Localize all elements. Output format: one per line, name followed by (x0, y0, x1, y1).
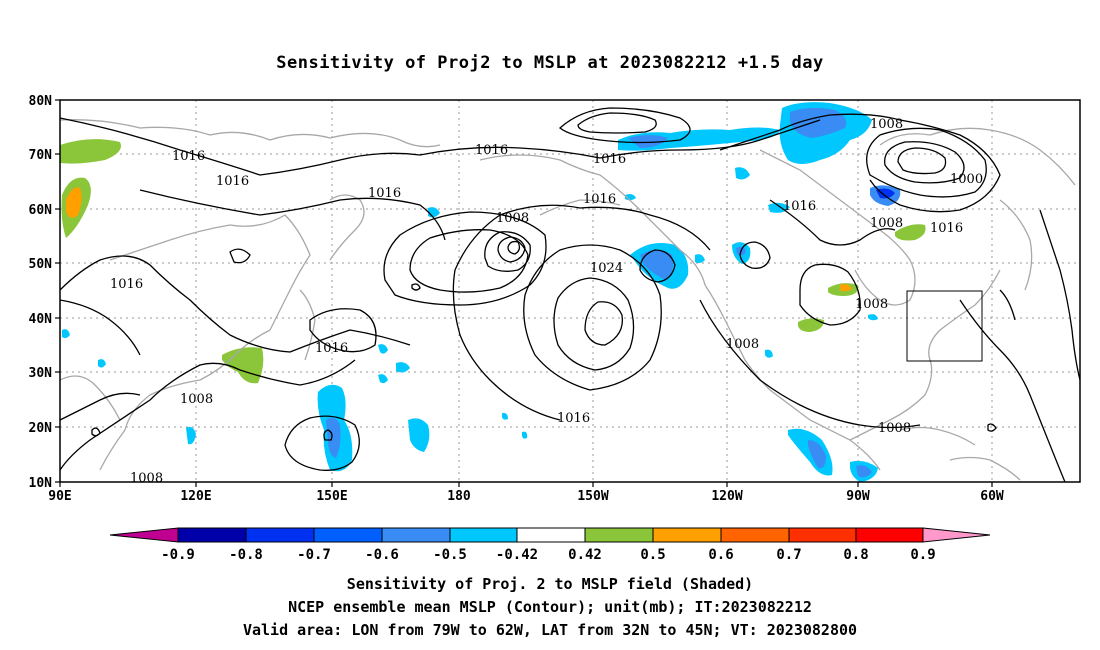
colorbar-label: -0.8 (229, 547, 263, 563)
lat-label: 50N (29, 257, 53, 272)
colorbar-segment (245, 527, 315, 543)
colorbar-segment (381, 527, 451, 543)
coastlines (59, 119, 1076, 481)
colorbar-left-triangle (109, 527, 179, 543)
colorbar-label: -0.9 (161, 547, 195, 563)
colorbar-label: -0.6 (365, 547, 399, 563)
contour-labels: 1016 1016 1016 1016 1016 1016 1016 1016 … (110, 117, 983, 486)
contour-label: 1016 (172, 149, 205, 164)
sensitivity-shading (60, 102, 926, 482)
valid-area-box (906, 290, 983, 362)
contour-label: 1008 (870, 117, 903, 132)
caption-line: NCEP ensemble mean MSLP (Contour); unit(… (288, 598, 812, 616)
contour-label: 1008 (130, 471, 163, 486)
contour-label: 1008 (870, 216, 903, 231)
contour-label: 1008 (180, 392, 213, 407)
colorbar-segment (177, 527, 247, 543)
lat-label: 80N (29, 94, 53, 109)
lon-label: 180 (447, 489, 471, 504)
contour-label: 1008 (855, 297, 888, 312)
lon-label: 120W (711, 489, 742, 504)
colorbar-label: -0.7 (297, 547, 331, 563)
contour-label: 1016 (583, 192, 616, 207)
contour-label: 1016 (557, 411, 590, 426)
colorbar-label: -0.5 (433, 547, 467, 563)
contour-label: 1008 (726, 337, 759, 352)
colorbar-label: 0.9 (910, 547, 935, 563)
colorbar-segment (652, 527, 722, 543)
caption-line: Valid area: LON from 79W to 62W, LAT fro… (243, 621, 857, 639)
contour-label: 1024 (590, 261, 623, 276)
longitude-labels: 90E 120E 150E 180 150W 120W 90W 60W (48, 489, 1004, 504)
caption-line: Sensitivity of Proj. 2 to MSLP field (Sh… (347, 575, 753, 593)
colorbar-segment (516, 527, 586, 543)
colorbar-segment (313, 527, 383, 543)
lat-label: 10N (29, 476, 53, 491)
lat-label: 70N (29, 148, 53, 163)
colorbar-label: -0.42 (496, 547, 538, 563)
contour-label: 1016 (475, 143, 508, 158)
graticule (60, 100, 1080, 482)
colorbar-label: 0.6 (708, 547, 733, 563)
colorbar-label: 0.5 (640, 547, 665, 563)
colorbar-segment (855, 527, 924, 543)
contour-label: 1016 (216, 174, 249, 189)
map-content: 1016 1016 1016 1016 1016 1016 1016 1016 … (59, 100, 1081, 486)
contour-label: 1016 (593, 152, 626, 167)
captions: Sensitivity of Proj. 2 to MSLP field (Sh… (243, 575, 857, 639)
colorbar: -0.9 -0.8 -0.7 -0.6 -0.5 -0.42 0.42 0.5 … (109, 527, 991, 563)
contour-label: 1016 (368, 186, 401, 201)
contour-label: 1016 (110, 277, 143, 292)
lon-label: 150W (577, 489, 608, 504)
contour-label: 1016 (315, 341, 348, 356)
colorbar-label: 0.42 (568, 547, 602, 563)
axis-ticks (55, 99, 993, 487)
contour-label: 1016 (783, 199, 816, 214)
lat-label: 30N (29, 366, 53, 381)
latitude-labels: 80N 70N 60N 50N 40N 30N 20N 10N (29, 94, 53, 491)
colorbar-segment (720, 527, 790, 543)
lon-label: 150E (316, 489, 347, 504)
lon-label: 120E (180, 489, 211, 504)
lon-label: 90W (846, 489, 870, 504)
contour-label: 1008 (878, 421, 911, 436)
colorbar-label: 0.8 (843, 547, 868, 563)
lon-label: 60W (980, 489, 1004, 504)
map-title: Sensitivity of Proj2 to MSLP at 20230822… (276, 53, 823, 73)
contour-label: 1000 (950, 172, 983, 187)
lon-label: 90E (48, 489, 71, 504)
colorbar-label: 0.7 (776, 547, 801, 563)
colorbar-segment (584, 527, 654, 543)
colorbar-segment (449, 527, 518, 543)
contour-label: 1016 (930, 221, 963, 236)
colorbar-right-triangle (922, 527, 991, 543)
lat-label: 40N (29, 312, 53, 327)
map-frame (59, 99, 1081, 483)
colorbar-segment (788, 527, 857, 543)
mslp-contours (59, 107, 1081, 483)
contour-label: 1008 (496, 211, 529, 226)
lat-label: 20N (29, 421, 53, 436)
lat-label: 60N (29, 203, 53, 218)
